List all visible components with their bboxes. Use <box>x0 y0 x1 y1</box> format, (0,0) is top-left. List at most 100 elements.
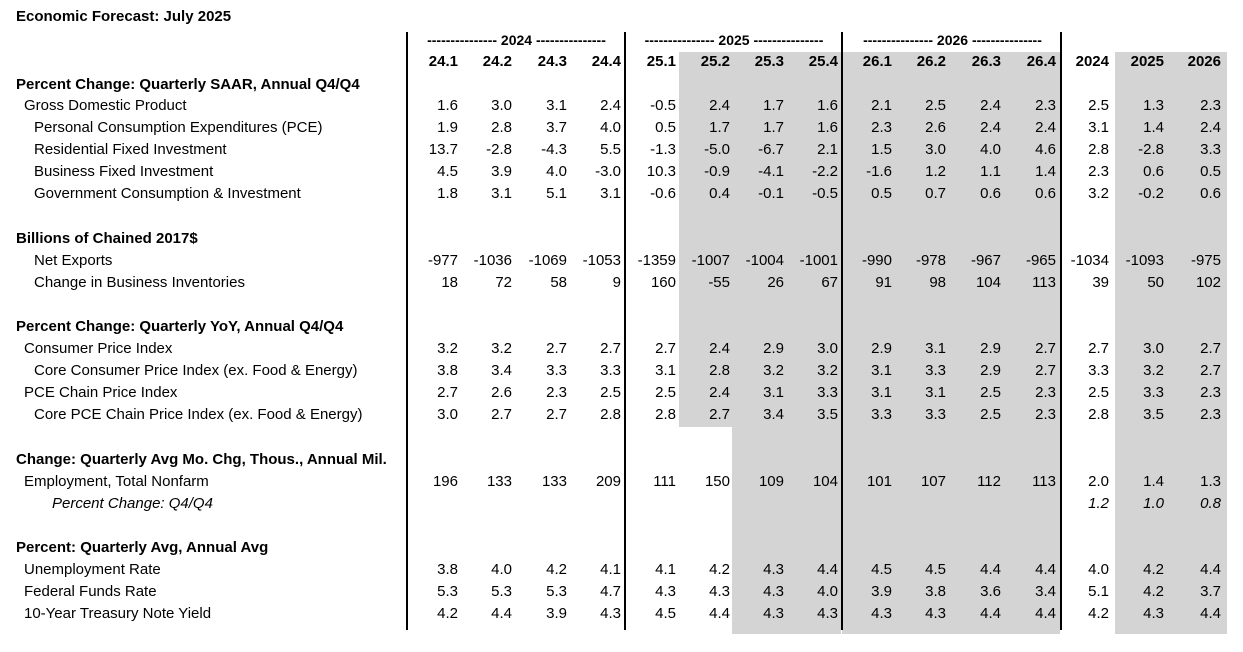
table-cell: 3.0 <box>437 406 458 424</box>
table-cell: 4.5 <box>925 561 946 579</box>
table-cell: 3.3 <box>600 362 621 380</box>
table-cell: 4.3 <box>655 583 676 601</box>
table-cell: 4.1 <box>600 561 621 579</box>
table-cell: 3.1 <box>871 362 892 380</box>
table-cell: 1.4 <box>1143 119 1164 137</box>
table-cell: 3.5 <box>1143 406 1164 424</box>
table-cell: 196 <box>432 472 458 490</box>
table-cell: 2.5 <box>1088 384 1109 402</box>
table-cell: 2.7 <box>1200 340 1221 358</box>
row-label: Percent Change: Q4/Q4 <box>52 494 213 512</box>
table-cell: 4.3 <box>709 583 730 601</box>
table-cell: 1.6 <box>817 119 838 137</box>
table-cell: 1.4 <box>1143 472 1164 490</box>
table-cell: 2.3 <box>1035 406 1056 424</box>
table-cell: -0.2 <box>1138 185 1164 203</box>
table-cell: 2.4 <box>1200 119 1221 137</box>
table-cell: 3.1 <box>546 97 567 114</box>
table-cell: 2.6 <box>925 119 946 137</box>
column-header: 24.1 <box>428 53 458 70</box>
column-header: 26.2 <box>916 53 946 70</box>
column-header: 24.2 <box>482 53 512 70</box>
year-group-header: --------------- 2025 --------------- <box>644 32 824 48</box>
table-cell: 0.6 <box>1143 163 1164 181</box>
table-cell: 3.1 <box>925 340 946 358</box>
table-cell: 4.0 <box>1088 561 1109 579</box>
table-cell: 3.1 <box>925 384 946 402</box>
table-cell: 2.8 <box>1088 406 1109 424</box>
row-label: Core Consumer Price Index (ex. Food & En… <box>34 362 358 380</box>
table-cell: 2.7 <box>546 406 567 424</box>
row-label: Unemployment Rate <box>24 561 161 579</box>
table-cell: 4.6 <box>1035 141 1056 159</box>
table-cell: 2.1 <box>817 141 838 159</box>
table-cell: 26 <box>767 273 784 291</box>
table-cell: 2.7 <box>437 384 458 402</box>
table-cell: 107 <box>920 472 946 490</box>
row-label: Employment, Total Nonfarm <box>24 472 209 490</box>
table-cell: -0.1 <box>758 185 784 203</box>
section-header: Billions of Chained 2017$ <box>16 229 198 247</box>
table-cell: 4.2 <box>437 605 458 623</box>
page-title: Economic Forecast: July 2025 <box>16 8 232 25</box>
row-label: Federal Funds Rate <box>24 583 157 601</box>
table-cell: 3.0 <box>491 97 512 114</box>
table-cell: -2.8 <box>486 141 512 159</box>
table-cell: 2.8 <box>1088 141 1109 159</box>
table-cell: 150 <box>704 472 730 490</box>
forecast-shading <box>1115 52 1227 634</box>
table-cell: 3.1 <box>763 384 784 402</box>
row-label: Personal Consumption Expenditures (PCE) <box>34 119 323 137</box>
table-cell: -1093 <box>1125 251 1164 269</box>
table-cell: 4.4 <box>1035 561 1056 579</box>
column-divider <box>1060 32 1062 630</box>
column-divider <box>406 32 408 630</box>
table-cell: 3.9 <box>871 583 892 601</box>
table-cell: 3.4 <box>491 362 512 380</box>
table-cell: -1359 <box>637 251 676 269</box>
table-cell: 3.6 <box>980 583 1001 601</box>
column-header: 26.4 <box>1026 53 1056 70</box>
row-label: Government Consumption & Investment <box>34 185 301 203</box>
table-cell: 4.3 <box>817 605 838 623</box>
table-cell: 4.0 <box>980 141 1001 159</box>
table-cell: 2.4 <box>600 97 621 114</box>
table-cell: 0.7 <box>925 185 946 203</box>
table-cell: 2.7 <box>1035 362 1056 380</box>
table-cell: -0.5 <box>650 97 676 114</box>
table-cell: 2.6 <box>491 384 512 402</box>
table-cell: -1.3 <box>650 141 676 159</box>
table-cell: 3.1 <box>871 384 892 402</box>
column-header: 24.3 <box>537 53 567 70</box>
table-cell: 3.3 <box>1088 362 1109 380</box>
section-header: Percent Change: Quarterly YoY, Annual Q4… <box>16 318 344 335</box>
table-cell: 112 <box>977 472 1001 490</box>
table-cell: 3.7 <box>1200 583 1221 601</box>
table-cell: 13.7 <box>428 141 458 159</box>
table-cell: 1.6 <box>817 97 838 114</box>
column-header: 25.2 <box>700 53 730 70</box>
table-cell: 104 <box>812 472 838 490</box>
table-cell: 4.0 <box>817 583 838 601</box>
table-cell: 50 <box>1147 273 1164 291</box>
table-cell: -0.9 <box>704 163 730 181</box>
table-cell: 2.7 <box>600 340 621 358</box>
table-cell: 4.3 <box>600 605 621 623</box>
table-cell: 2.5 <box>600 384 621 402</box>
table-cell: 2.5 <box>1088 97 1109 114</box>
table-cell: 5.3 <box>546 583 567 601</box>
table-cell: 4.3 <box>763 605 784 623</box>
table-cell: 3.0 <box>925 141 946 159</box>
table-cell: 98 <box>929 273 946 291</box>
table-cell: -965 <box>1025 251 1056 269</box>
table-cell: 2.7 <box>1035 340 1056 358</box>
table-cell: 4.0 <box>546 163 567 181</box>
table-cell: -1007 <box>691 251 730 269</box>
table-cell: 2.3 <box>1200 97 1221 114</box>
row-label: Net Exports <box>34 251 113 269</box>
column-header: 2026 <box>1187 53 1221 70</box>
table-cell: 3.2 <box>1143 362 1164 380</box>
table-cell: 3.3 <box>546 362 567 380</box>
table-cell: 4.4 <box>491 605 512 623</box>
